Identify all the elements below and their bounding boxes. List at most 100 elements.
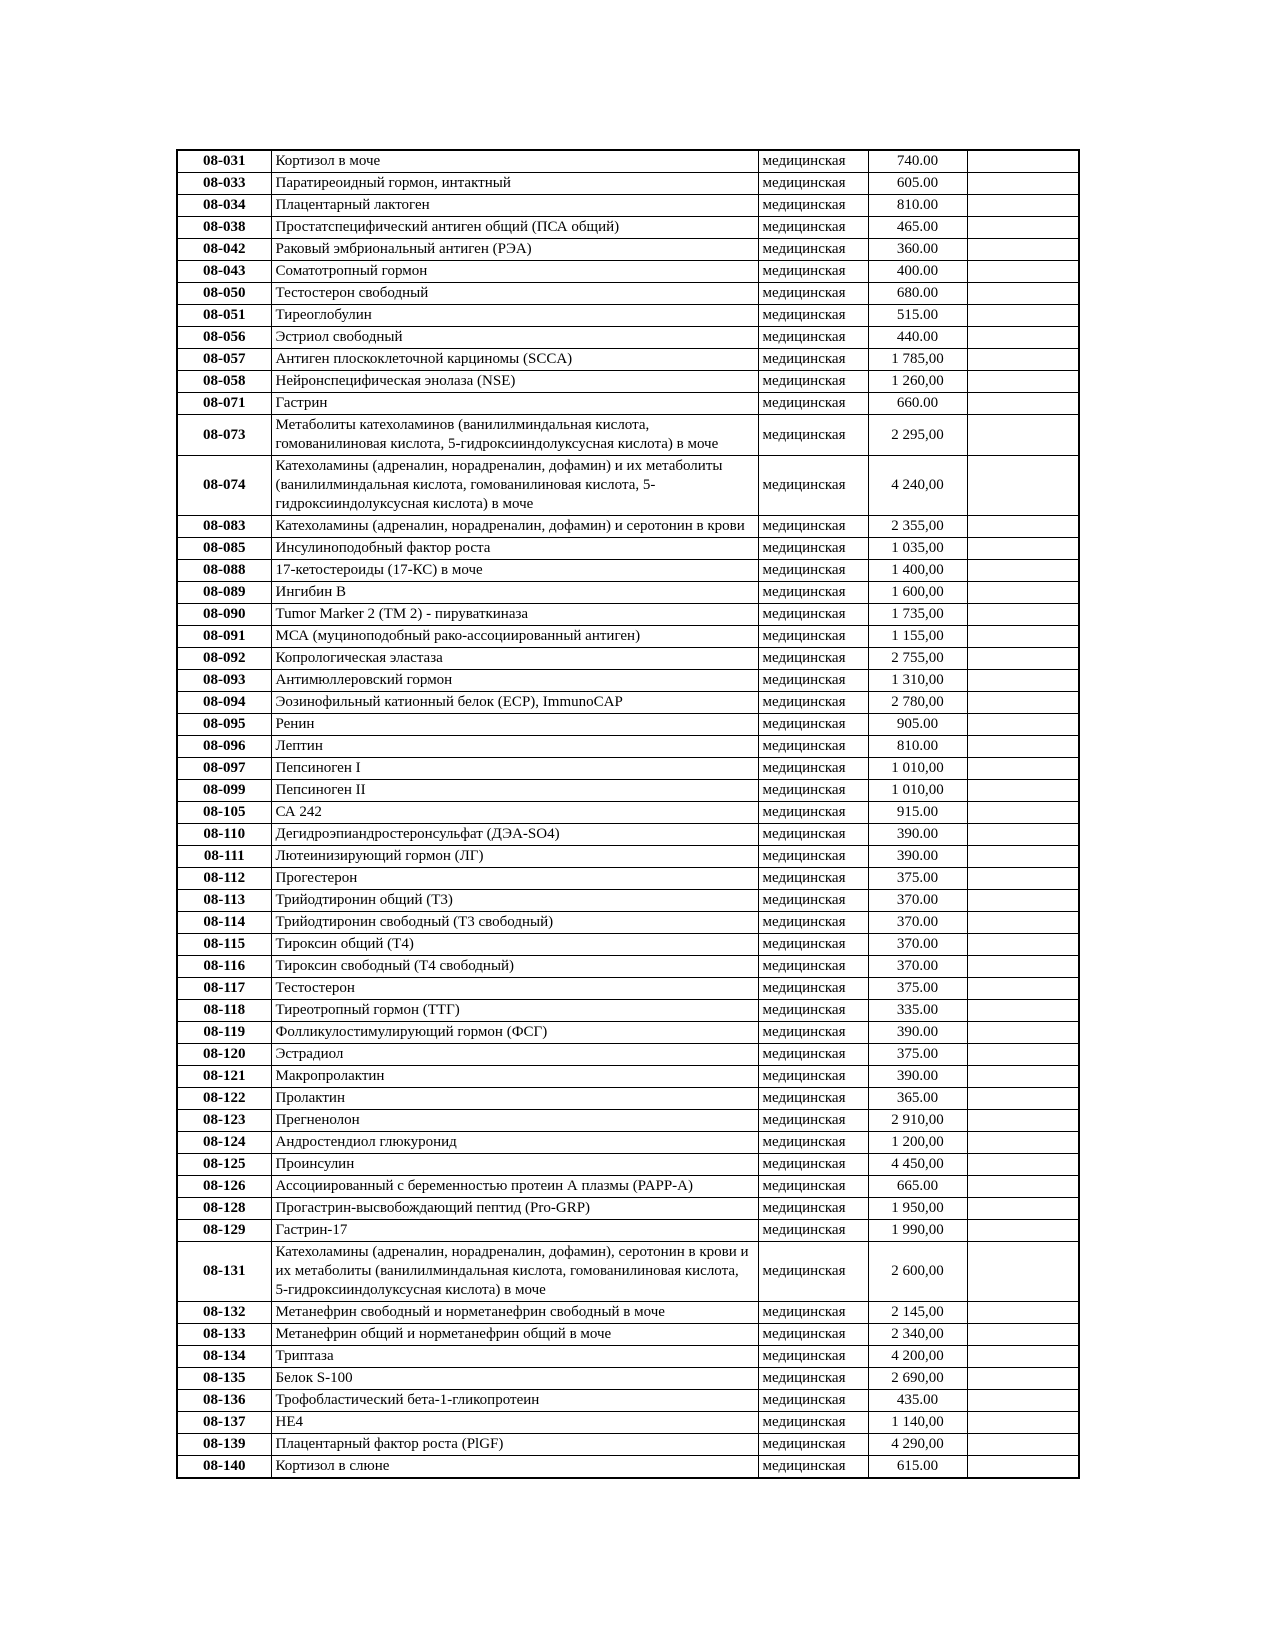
name-cell: Пролактин: [270, 1087, 759, 1110]
table-row: 08-105 СА 242 медицинская 915.00: [176, 801, 1080, 824]
category-cell: медицинская: [757, 867, 869, 890]
note-cell: [966, 625, 1080, 648]
name-cell: Тиреотропный гормон (ТТГ): [270, 999, 759, 1022]
name-cell: Макропролактин: [270, 1065, 759, 1088]
code-cell: 08-133: [176, 1323, 272, 1346]
name-cell: Катехоламины (адреналин, норадреналин, д…: [270, 515, 759, 538]
category-cell: медицинская: [757, 757, 869, 780]
category-cell: медицинская: [757, 1411, 869, 1434]
name-cell: 17-кетостероиды (17-КС) в моче: [270, 559, 759, 582]
note-cell: [966, 414, 1080, 456]
note-cell: [966, 1175, 1080, 1198]
table-row: 08-114 Трийодтиронин свободный (Т3 свобод…: [176, 911, 1080, 934]
category-cell: медицинская: [757, 537, 869, 560]
code-cell: 08-123: [176, 1109, 272, 1132]
note-cell: [966, 455, 1080, 516]
table-row: 08-134 Триптаза медицинская 4 200,00: [176, 1345, 1080, 1368]
table-row: 08-031 Кортизол в моче медицинская 740.00: [176, 149, 1080, 173]
table-row: 08-042 Раковый эмбриональный антиген (РЭА…: [176, 238, 1080, 261]
note-cell: [966, 603, 1080, 626]
price-cell: 2 780,00: [867, 691, 968, 714]
note-cell: [966, 559, 1080, 582]
table-row: 08-133 Метанефрин общий и норметанефрин о…: [176, 1323, 1080, 1346]
name-cell: Эстриол свободный: [270, 326, 759, 349]
note-cell: [966, 326, 1080, 349]
note-cell: [966, 238, 1080, 261]
name-cell: Эозинофильный катионный белок (ECP), Imm…: [270, 691, 759, 714]
code-cell: 08-134: [176, 1345, 272, 1368]
code-cell: 08-034: [176, 194, 272, 217]
name-cell: Метанефрин свободный и норметанефрин сво…: [270, 1301, 759, 1324]
price-cell: 1 600,00: [867, 581, 968, 604]
note-cell: [966, 647, 1080, 670]
name-cell: Эстрадиол: [270, 1043, 759, 1066]
price-cell: 2 340,00: [867, 1323, 968, 1346]
name-cell: Лептин: [270, 735, 759, 758]
note-cell: [966, 757, 1080, 780]
price-cell: 2 145,00: [867, 1301, 968, 1324]
code-cell: 08-096: [176, 735, 272, 758]
name-cell: Кортизол в моче: [270, 149, 759, 173]
table-row: 08-113 Трийодтиронин общий (Т3) медицинска…: [176, 889, 1080, 912]
price-cell: 390.00: [867, 1021, 968, 1044]
code-cell: 08-139: [176, 1433, 272, 1456]
table-row: 08-110 Дегидроэпиандростеронсульфат (ДЭА-…: [176, 823, 1080, 846]
table-row: 08-096 Лептин медицинская 810.00: [176, 735, 1080, 758]
name-cell: Белок S-100: [270, 1367, 759, 1390]
category-cell: медицинская: [757, 260, 869, 283]
table-row: 08-124 Андростендиол глюкуронид медицинска…: [176, 1131, 1080, 1154]
price-cell: 375.00: [867, 977, 968, 1000]
code-cell: 08-094: [176, 691, 272, 714]
name-cell: Проинсулин: [270, 1153, 759, 1176]
note-cell: [966, 823, 1080, 846]
note-cell: [966, 691, 1080, 714]
price-cell: 440.00: [867, 326, 968, 349]
table-row: 08-093 Антимюллеровский гормон медицинская…: [176, 669, 1080, 692]
name-cell: Катехоламины (адреналин, норадреналин, д…: [270, 455, 759, 516]
name-cell: Прегненолон: [270, 1109, 759, 1132]
note-cell: [966, 735, 1080, 758]
name-cell: Антиген плоскоклеточной карциномы (SCCA): [270, 348, 759, 371]
category-cell: медицинская: [757, 194, 869, 217]
note-cell: [966, 1389, 1080, 1412]
name-cell: Триптаза: [270, 1345, 759, 1368]
note-cell: [966, 1455, 1080, 1479]
price-cell: 370.00: [867, 911, 968, 934]
table-row: 08-043 Соматотропный гормон медицинская 400…: [176, 260, 1080, 283]
note-cell: [966, 1433, 1080, 1456]
category-cell: медицинская: [757, 1153, 869, 1176]
table-row: 08-140 Кортизол в слюне медицинская 615.00: [176, 1455, 1080, 1479]
name-cell: Тестостерон: [270, 977, 759, 1000]
category-cell: медицинская: [757, 282, 869, 305]
price-table-body: 08-031 Кортизол в моче медицинская 740.00 08…: [176, 149, 1080, 1479]
price-cell: 4 450,00: [867, 1153, 968, 1176]
note-cell: [966, 1109, 1080, 1132]
price-cell: 360.00: [867, 238, 968, 261]
code-cell: 08-097: [176, 757, 272, 780]
table-row: 08-136 Трофобластический бета-1-гликопрот…: [176, 1389, 1080, 1412]
code-cell: 08-074: [176, 455, 272, 516]
price-cell: 1 260,00: [867, 370, 968, 393]
category-cell: медицинская: [757, 1367, 869, 1390]
category-cell: медицинская: [757, 348, 869, 371]
note-cell: [966, 1021, 1080, 1044]
price-cell: 2 690,00: [867, 1367, 968, 1390]
note-cell: [966, 669, 1080, 692]
price-cell: 615.00: [867, 1455, 968, 1479]
code-cell: 08-090: [176, 603, 272, 626]
category-cell: медицинская: [757, 1345, 869, 1368]
price-cell: 390.00: [867, 1065, 968, 1088]
price-cell: 605.00: [867, 172, 968, 195]
name-cell: Плацентарный фактор роста (PlGF): [270, 1433, 759, 1456]
name-cell: Антимюллеровский гормон: [270, 669, 759, 692]
category-cell: медицинская: [757, 1323, 869, 1346]
price-cell: 1 990,00: [867, 1219, 968, 1242]
price-cell: 2 910,00: [867, 1109, 968, 1132]
name-cell: Трийодтиронин свободный (Т3 свободный): [270, 911, 759, 934]
name-cell: Кортизол в слюне: [270, 1455, 759, 1479]
name-cell: Метаболиты катехоламинов (ванилилминдаль…: [270, 414, 759, 456]
code-cell: 08-112: [176, 867, 272, 890]
name-cell: HE4: [270, 1411, 759, 1434]
name-cell: Гастрин: [270, 392, 759, 415]
price-cell: 1 140,00: [867, 1411, 968, 1434]
